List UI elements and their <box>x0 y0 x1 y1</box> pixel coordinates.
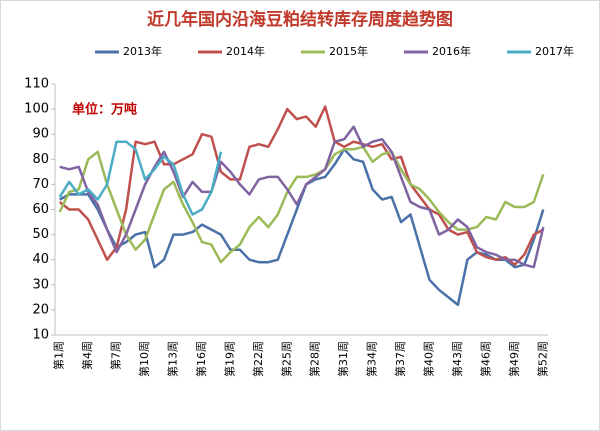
x-tick-label: 第43周 <box>450 341 464 377</box>
legend-label: 2013年 <box>123 44 162 58</box>
series-line <box>58 105 544 266</box>
y-tick-label: 80 <box>32 152 49 167</box>
y-tick-label: 60 <box>32 202 49 217</box>
x-tick-label: 第52周 <box>535 341 549 377</box>
legend-label: 2017年 <box>535 44 574 58</box>
x-tick-label: 第34周 <box>365 341 379 377</box>
unit-annotation: 单位：万吨 <box>72 102 137 118</box>
y-tick-label: 90 <box>32 127 49 142</box>
x-tick-label: 第49周 <box>507 341 521 377</box>
x-tick-label: 第37周 <box>393 341 407 377</box>
y-tick-label: 20 <box>32 302 49 317</box>
x-tick-label: 第10周 <box>137 341 151 377</box>
legend-label: 2014年 <box>226 44 265 58</box>
x-tick-label: 第13周 <box>166 341 180 377</box>
x-tick-label: 第1周 <box>52 341 66 370</box>
y-tick-label: 110 <box>24 77 49 92</box>
x-tick-label: 第7周 <box>109 341 123 370</box>
series-line <box>58 140 223 216</box>
legend-label: 2016年 <box>432 44 471 58</box>
x-tick-label: 第19周 <box>222 341 236 377</box>
x-tick-label: 第22周 <box>251 341 265 377</box>
y-tick-label: 30 <box>32 277 49 292</box>
x-tick-label: 第31周 <box>336 341 350 377</box>
legend-label: 2015年 <box>329 44 368 58</box>
y-tick-label: 100 <box>24 102 49 117</box>
x-tick-label: 第40周 <box>421 341 435 377</box>
series-line <box>59 125 545 269</box>
x-tick-label: 第16周 <box>194 341 208 377</box>
y-tick-label: 70 <box>32 177 49 192</box>
x-tick-label: 第46周 <box>478 341 492 377</box>
x-tick-label: 第4周 <box>80 341 94 370</box>
y-tick-label: 50 <box>32 227 49 242</box>
series-line <box>58 145 545 264</box>
x-tick-label: 第28周 <box>308 341 322 377</box>
chart-title: 近几年国内沿海豆粕结转库存周度趋势图 <box>147 9 453 30</box>
y-tick-label: 10 <box>32 328 49 343</box>
x-tick-label: 第25周 <box>279 341 293 377</box>
y-tick-label: 40 <box>32 252 49 267</box>
